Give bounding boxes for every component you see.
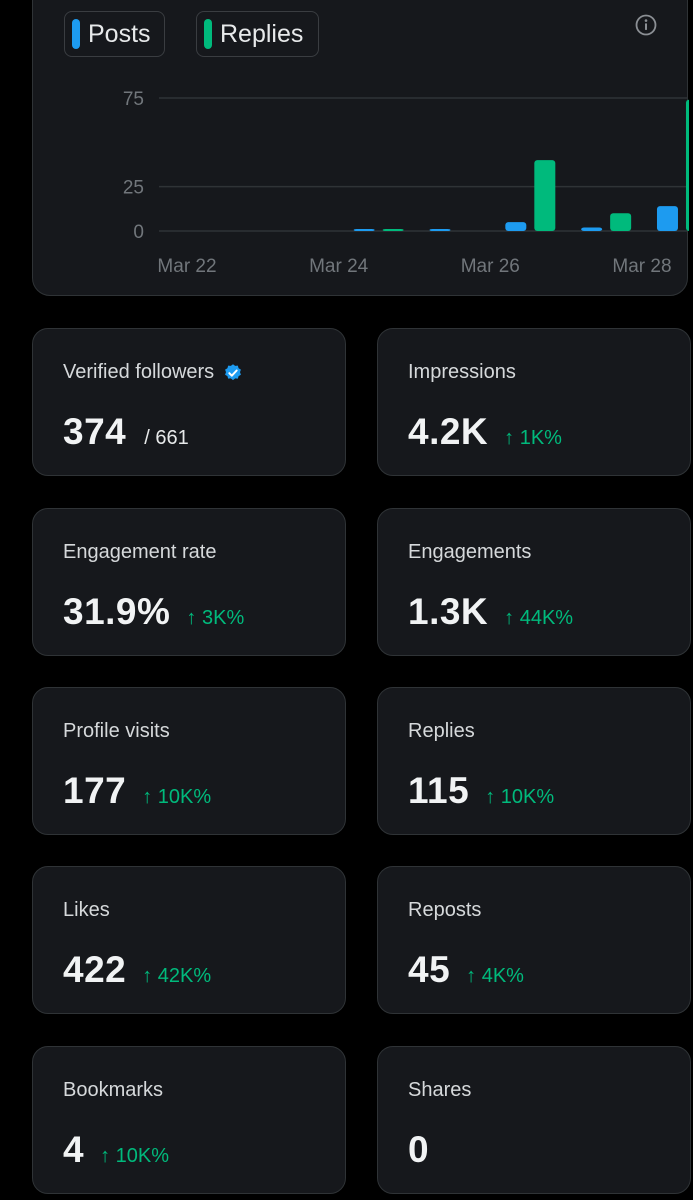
- stat-value: 4: [63, 1129, 85, 1170]
- stat-value: 115: [408, 770, 470, 811]
- stat-value: 45: [408, 949, 451, 990]
- replies-bar: [610, 213, 632, 231]
- stat-value: 31.9%: [63, 591, 171, 632]
- legend-replies-label: Replies: [220, 19, 304, 48]
- y-tick-label: 0: [133, 222, 144, 243]
- stat-card-replies[interactable]: Replies 115 ↑ 10K%: [377, 687, 691, 835]
- replies-swatch: [204, 19, 212, 49]
- stat-label: Reposts: [408, 899, 482, 921]
- posts-bar: [353, 229, 375, 231]
- stat-change: ↑ 1K%: [504, 427, 562, 449]
- stat-label: Profile visits: [63, 720, 170, 742]
- bar-chart: 0 25 75 Mar 22 Mar 24 Mar 26 Mar 28: [123, 89, 689, 277]
- replies-bar: [685, 99, 689, 231]
- posts-swatch: [72, 19, 80, 49]
- stat-label: Bookmarks: [63, 1079, 164, 1101]
- y-tick-label: 25: [123, 178, 144, 199]
- stat-change: ↑ 10K%: [142, 786, 212, 808]
- stat-value: 0: [408, 1129, 430, 1170]
- stat-label: Engagements: [408, 541, 532, 563]
- posts-bar: [581, 227, 603, 231]
- stat-change: ↑ 10K%: [100, 1145, 170, 1167]
- x-tick-label: Mar 22: [157, 256, 216, 277]
- stat-card-shares[interactable]: Shares 0: [377, 1046, 691, 1194]
- stat-label: Impressions: [408, 361, 516, 383]
- posts-bar: [505, 222, 527, 231]
- posts-bar: [656, 206, 678, 231]
- stat-label: Likes: [63, 899, 110, 921]
- replies-bar: [534, 160, 556, 231]
- stat-change: ↑ 10K%: [485, 786, 555, 808]
- stat-card-engagements[interactable]: Engagements 1.3K ↑ 44K%: [377, 508, 691, 656]
- legend-posts-chip[interactable]: Posts: [64, 11, 165, 57]
- stat-card-verified-followers[interactable]: Verified followers 374 / 661: [32, 328, 346, 476]
- stat-value: 4.2K: [408, 411, 489, 452]
- verified-badge-icon: [225, 363, 242, 380]
- replies-bar: [382, 229, 404, 231]
- stat-change: ↑ 4K%: [466, 965, 524, 987]
- legend-posts-label: Posts: [88, 19, 151, 48]
- stat-label: Replies: [408, 720, 475, 742]
- stat-card-impressions[interactable]: Impressions 4.2K ↑ 1K%: [377, 328, 691, 476]
- stat-card-likes[interactable]: Likes 422 ↑ 42K%: [32, 866, 346, 1014]
- stat-card-reposts[interactable]: Reposts 45 ↑ 4K%: [377, 866, 691, 1014]
- stat-value: 422: [63, 949, 127, 990]
- stat-change: ↑ 44K%: [504, 607, 574, 629]
- stat-label: Verified followers: [63, 361, 215, 383]
- stat-change: ↑ 3K%: [186, 607, 245, 629]
- x-tick-label: Mar 28: [612, 256, 671, 277]
- x-tick-label: Mar 24: [309, 256, 369, 277]
- x-tick-label: Mar 26: [461, 256, 520, 277]
- stat-label: Engagement rate: [63, 541, 217, 563]
- stat-card-profile-visits[interactable]: Profile visits 177 ↑ 10K%: [32, 687, 346, 835]
- stat-value: 1.3K: [408, 591, 489, 632]
- stat-total: / 661: [144, 427, 189, 449]
- stat-card-engagement-rate[interactable]: Engagement rate 31.9% ↑ 3K%: [32, 508, 346, 656]
- y-tick-label: 75: [123, 89, 144, 110]
- activity-chart-card: Posts Replies 0 25 75 Mar 22 Mar 24 Mar 26 Mar…: [32, 0, 689, 296]
- stat-change: ↑ 42K%: [142, 965, 212, 987]
- stat-value: 177: [63, 770, 127, 811]
- legend-replies-chip[interactable]: Replies: [196, 11, 319, 57]
- stat-label: Shares: [408, 1079, 472, 1101]
- stat-card-bookmarks[interactable]: Bookmarks 4 ↑ 10K%: [32, 1046, 346, 1194]
- info-icon[interactable]: [635, 14, 657, 36]
- posts-bar: [429, 229, 451, 231]
- stat-value: 374: [63, 411, 127, 452]
